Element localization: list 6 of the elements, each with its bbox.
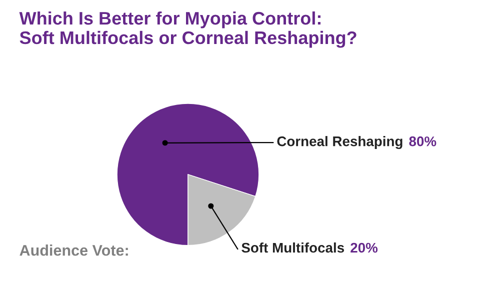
slice-label: Corneal Reshaping [277, 136, 402, 150]
data-label: 80% [409, 136, 436, 146]
data-label: 20% [350, 242, 378, 253]
slice-label: Soft Multifocals [242, 242, 344, 253]
chart-title: Which Is Better for Myopia Control: Soft Multifocals or Corneal Reshaping? [19, 11, 356, 48]
text: Audience Vote: [20, 244, 128, 256]
